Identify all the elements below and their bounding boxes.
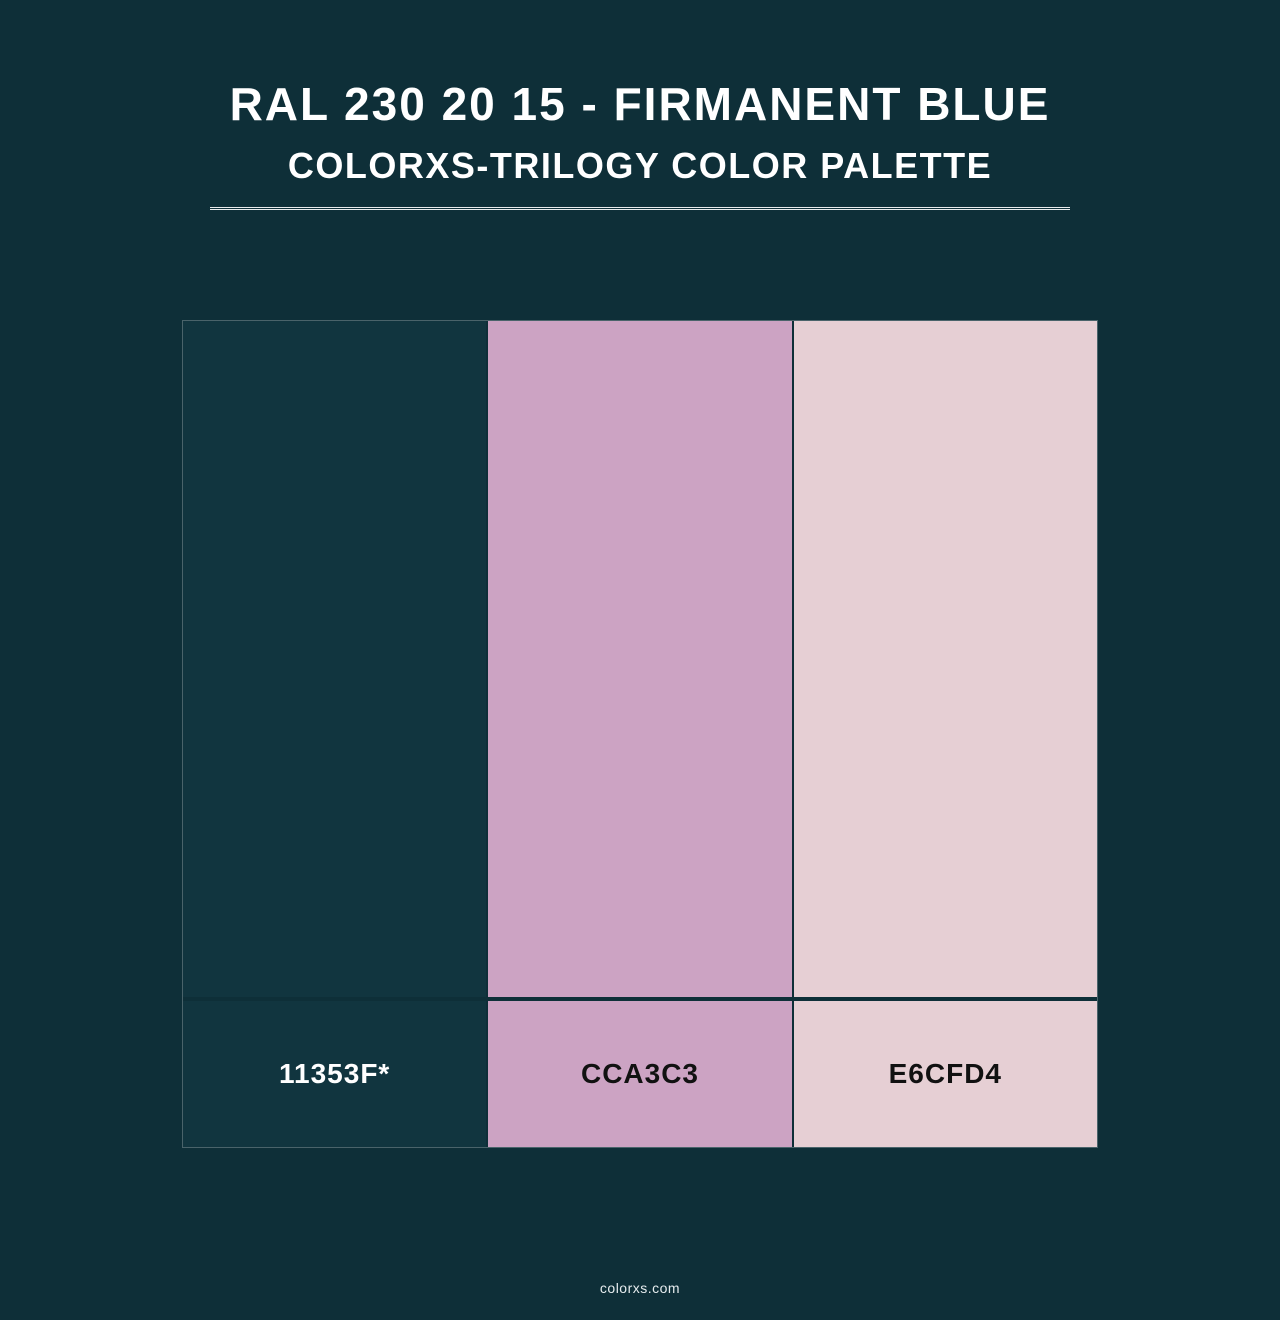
swatch-row [183, 321, 1097, 997]
label-0: 11353F* [183, 1001, 488, 1147]
palette-card: RAL 230 20 15 - FIRMANENT BLUE COLORXS-T… [0, 0, 1280, 1320]
swatch-2 [794, 321, 1097, 997]
swatch-0 [183, 321, 488, 997]
footer-credit: colorxs.com [0, 1280, 1280, 1296]
header: RAL 230 20 15 - FIRMANENT BLUE COLORXS-T… [210, 78, 1070, 210]
label-2: E6CFD4 [794, 1001, 1097, 1147]
label-1: CCA3C3 [488, 1001, 793, 1147]
label-row: 11353F* CCA3C3 E6CFD4 [183, 997, 1097, 1147]
swatch-1 [488, 321, 793, 997]
palette: 11353F* CCA3C3 E6CFD4 [182, 320, 1098, 1148]
page-subtitle: COLORXS-TRILOGY COLOR PALETTE [210, 145, 1070, 187]
header-divider [210, 207, 1070, 210]
page-title: RAL 230 20 15 - FIRMANENT BLUE [210, 78, 1070, 131]
